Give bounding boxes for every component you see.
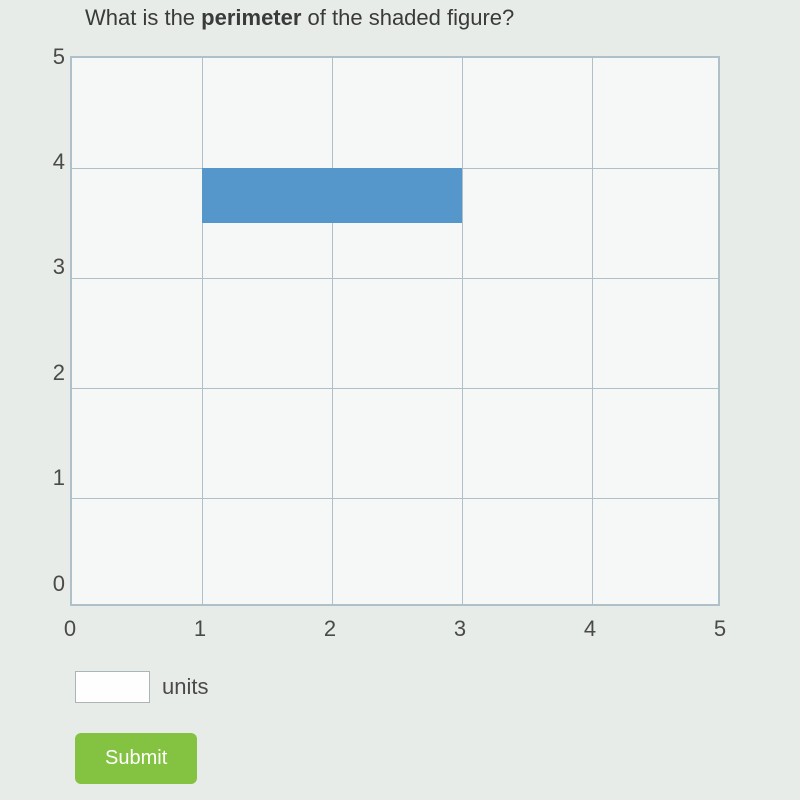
grid-line <box>72 388 718 389</box>
x-axis-label: 1 <box>194 616 206 642</box>
y-axis-label: 5 <box>40 46 65 68</box>
y-axis-label: 2 <box>40 362 65 384</box>
grid-line <box>72 278 718 279</box>
y-axis-label: 3 <box>40 256 65 278</box>
grid-container <box>70 56 720 606</box>
x-axis-label: 4 <box>584 616 596 642</box>
answer-row: units <box>75 671 750 703</box>
y-axis-label: 0 <box>40 573 65 595</box>
grid-line <box>332 58 333 604</box>
x-axis-label: 0 <box>64 616 76 642</box>
question-suffix: of the shaded figure? <box>301 5 514 30</box>
grid-line <box>202 58 203 604</box>
grid-line <box>592 58 593 604</box>
grid-chart: 5 4 3 2 1 0 0 1 2 3 4 5 <box>70 56 750 646</box>
y-axis: 5 4 3 2 1 0 <box>40 56 65 606</box>
question-text: What is the perimeter of the shaded figu… <box>50 0 750 56</box>
shaded-figure <box>202 168 462 223</box>
grid-line <box>462 58 463 604</box>
submit-button[interactable]: Submit <box>75 733 197 784</box>
question-bold: perimeter <box>201 5 301 30</box>
y-axis-label: 1 <box>40 467 65 489</box>
x-axis-label: 2 <box>324 616 336 642</box>
units-label: units <box>162 674 208 700</box>
x-axis: 0 1 2 3 4 5 <box>70 616 720 646</box>
grid-line <box>72 498 718 499</box>
x-axis-label: 3 <box>454 616 466 642</box>
y-axis-label: 4 <box>40 151 65 173</box>
answer-input[interactable] <box>75 671 150 703</box>
x-axis-label: 5 <box>714 616 726 642</box>
question-prefix: What is the <box>85 5 201 30</box>
